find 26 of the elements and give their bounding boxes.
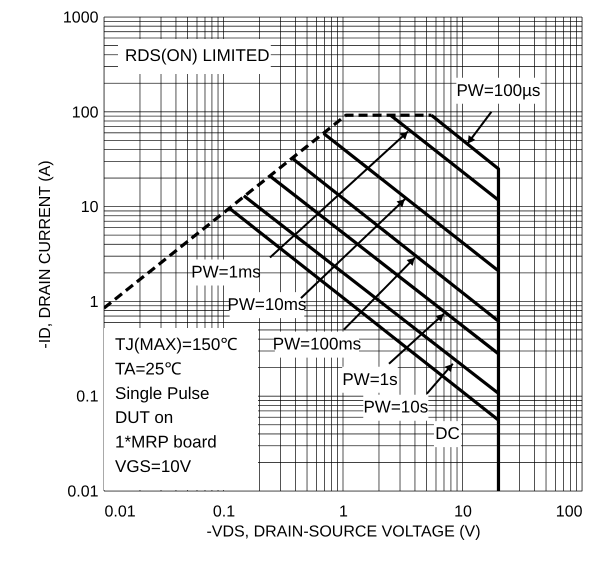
x-tick-label: 0.01: [104, 504, 136, 520]
annotation: Single Pulse: [115, 384, 210, 403]
annotation: DC: [435, 424, 460, 444]
x-tick-label: 100: [556, 504, 583, 520]
annotation: DUT on: [115, 408, 174, 428]
y-axis-title: -ID, DRAIN CURRENT (A): [36, 160, 54, 349]
x-tick-label: 0.1: [212, 504, 236, 520]
annotation: PW=100ms: [272, 334, 362, 354]
annotation: PW=10ms: [228, 295, 306, 314]
y-tick-label: 0.01: [67, 484, 99, 500]
y-tick-label: 0.1: [76, 388, 99, 406]
y-tick-label: 10: [80, 199, 99, 216]
annotation: TJ(MAX)=150℃: [115, 335, 238, 354]
x-tick-label: 1: [339, 504, 348, 520]
annotation: PW=10s: [363, 398, 428, 417]
y-tick-label: 1: [90, 294, 99, 311]
annotation: VGS=10V: [115, 457, 192, 476]
x-tick-label: 10: [454, 504, 472, 520]
annotation: TA=25℃: [115, 359, 182, 378]
annotation: PW=100µs: [456, 80, 540, 100]
y-tick-label: 100: [72, 104, 99, 122]
y-tick-label: 1000: [62, 10, 99, 26]
annotation: PW=1s: [342, 370, 398, 389]
annotation: 1*MRP board: [115, 432, 217, 452]
annotation: RDS(ON) LIMITED: [125, 46, 270, 65]
x-axis-title: -VDS, DRAIN-SOURCE VOLTAGE (V): [206, 524, 481, 540]
